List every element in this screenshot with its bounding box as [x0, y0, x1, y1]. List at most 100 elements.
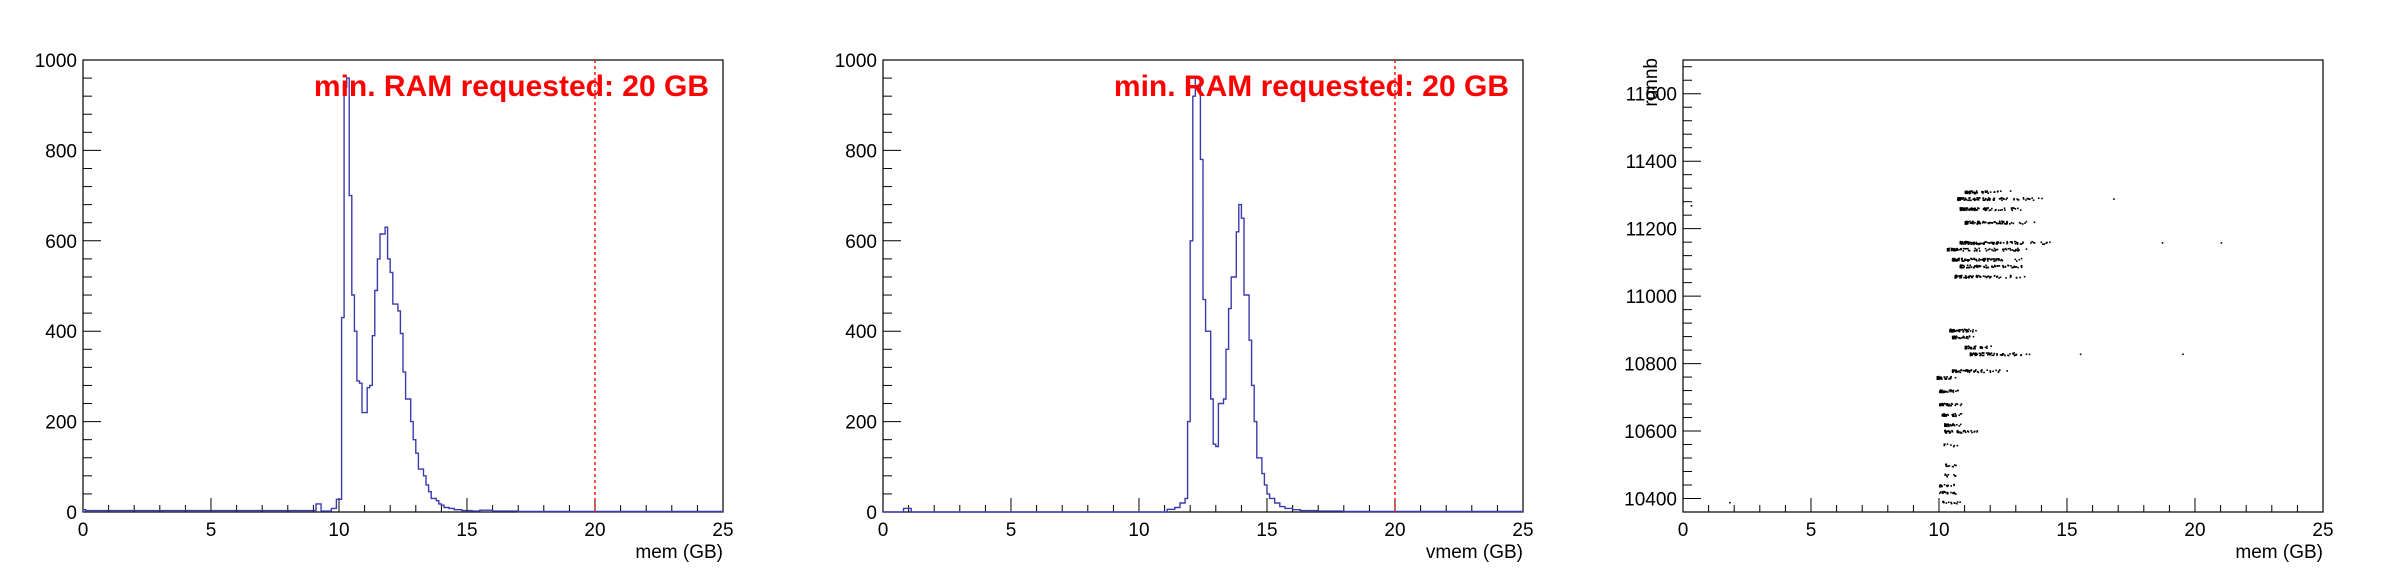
scatter-point [1998, 265, 2001, 267]
scatter-point [1983, 207, 1986, 210]
scatter-point [1960, 432, 1963, 434]
scatter-point [1945, 377, 1948, 380]
scatter-point [2001, 222, 2003, 225]
scatter-point [1982, 208, 1985, 210]
y-tick-label: 600 [45, 232, 77, 253]
scatter-point [1955, 415, 1957, 418]
scatter-point [1956, 276, 1958, 278]
scatter-point [1973, 370, 1975, 372]
scatter-point [1984, 257, 1986, 260]
scatter-point [1953, 502, 1956, 504]
scatter-point [1996, 275, 1999, 278]
scatter-point [1959, 275, 1961, 277]
scatter-point [1946, 403, 1949, 405]
scatter-point [1987, 260, 1989, 262]
scatter-point [1964, 207, 1967, 209]
scatter-point [1986, 199, 1989, 202]
scatter-point [1965, 369, 1967, 371]
scatter-point [2006, 197, 2008, 199]
scatter-point [1943, 443, 1946, 446]
scatter-point [2014, 250, 2016, 252]
scatter-point [1960, 276, 1963, 279]
scatter-point [2040, 241, 2043, 244]
scatter-point [1973, 353, 1976, 355]
scatter-point [1960, 248, 1963, 250]
scatter-point [1957, 198, 1959, 200]
scatter-point [1988, 248, 1991, 250]
scatter-point [1974, 242, 1977, 245]
scatter-point [1975, 265, 1978, 268]
scatter-point [1984, 207, 1987, 210]
scatter-point [2019, 209, 2022, 211]
scatter-point [1946, 404, 1948, 406]
scatter-point [1941, 485, 1943, 488]
scatter-point [2009, 247, 2011, 250]
scatter-point [1944, 390, 1946, 392]
scatter-point [1945, 415, 1947, 417]
scatter-point [2017, 247, 2019, 250]
scatter-point [1951, 430, 1954, 433]
scatter-point [2012, 222, 2015, 225]
scatter-point [1945, 391, 1948, 393]
scatter-point [1986, 275, 1989, 278]
scatter-point [1945, 465, 1947, 467]
scatter-point [1944, 414, 1946, 416]
scatter-point [1975, 275, 1978, 278]
scatter-point [1958, 370, 1960, 372]
scatter-point [1982, 259, 1984, 261]
scatter-point [1992, 354, 1995, 357]
scatter-point [1946, 425, 1948, 428]
scatter-point [2011, 242, 2013, 244]
scatter-point [1986, 345, 1988, 348]
scatter-point [2004, 222, 2006, 225]
scatter-point [1965, 345, 1967, 348]
scatter-point [1996, 241, 1999, 244]
scatter-point [2021, 223, 2024, 225]
scatter-point [1962, 330, 1965, 332]
scatter-point [1942, 500, 1944, 503]
scatter-point [1954, 376, 1957, 379]
scatter-point [2009, 190, 2012, 192]
scatter-point [1959, 277, 1961, 279]
scatter-point [1966, 190, 1968, 193]
scatter-point [1965, 331, 1968, 333]
scatter-point [2113, 198, 2115, 200]
scatter-point [1939, 391, 1942, 393]
scatter-point [1977, 222, 1979, 225]
scatter-point [1964, 243, 1967, 245]
scatter-point [1974, 346, 1976, 349]
scatter-point [1690, 205, 1693, 207]
scatter-point [1969, 264, 1971, 267]
scatter-point [2019, 222, 2022, 225]
scatter-point [1982, 197, 1984, 200]
scatter-point [2004, 266, 2007, 268]
scatter-point [2000, 241, 2002, 244]
y-tick-label: 400 [45, 322, 77, 343]
scatter-point [2033, 221, 2036, 224]
scatter-point [1950, 502, 1953, 505]
scatter-point [1982, 354, 1984, 357]
scatter-point [1973, 192, 1976, 195]
scatter-point [1973, 371, 1975, 373]
scatter-point [1939, 377, 1942, 380]
scatter-point [1999, 259, 2002, 262]
scatter-point [2011, 241, 2013, 243]
scatter-point [1964, 430, 1966, 432]
histogram-series-line [883, 77, 1524, 513]
scatter-point [1994, 265, 1997, 268]
scatter-point [1986, 241, 1989, 244]
scatter-point [1957, 275, 1959, 277]
scatter-point [1958, 249, 1960, 251]
scatter-point [1977, 197, 1979, 199]
scatter-point [2028, 198, 2030, 201]
scatter-point [1994, 209, 1996, 212]
scatter-point [1986, 190, 1989, 192]
x-tick-label: 20 [584, 520, 605, 541]
scatter-point [1945, 430, 1948, 433]
x-tick-label: 0 [1678, 520, 1689, 541]
scatter-point [1977, 371, 1980, 374]
scatter-point [1964, 197, 1967, 200]
scatter-point [1949, 390, 1952, 393]
scatter-point [2001, 354, 2004, 356]
scatter-point [2003, 198, 2005, 200]
